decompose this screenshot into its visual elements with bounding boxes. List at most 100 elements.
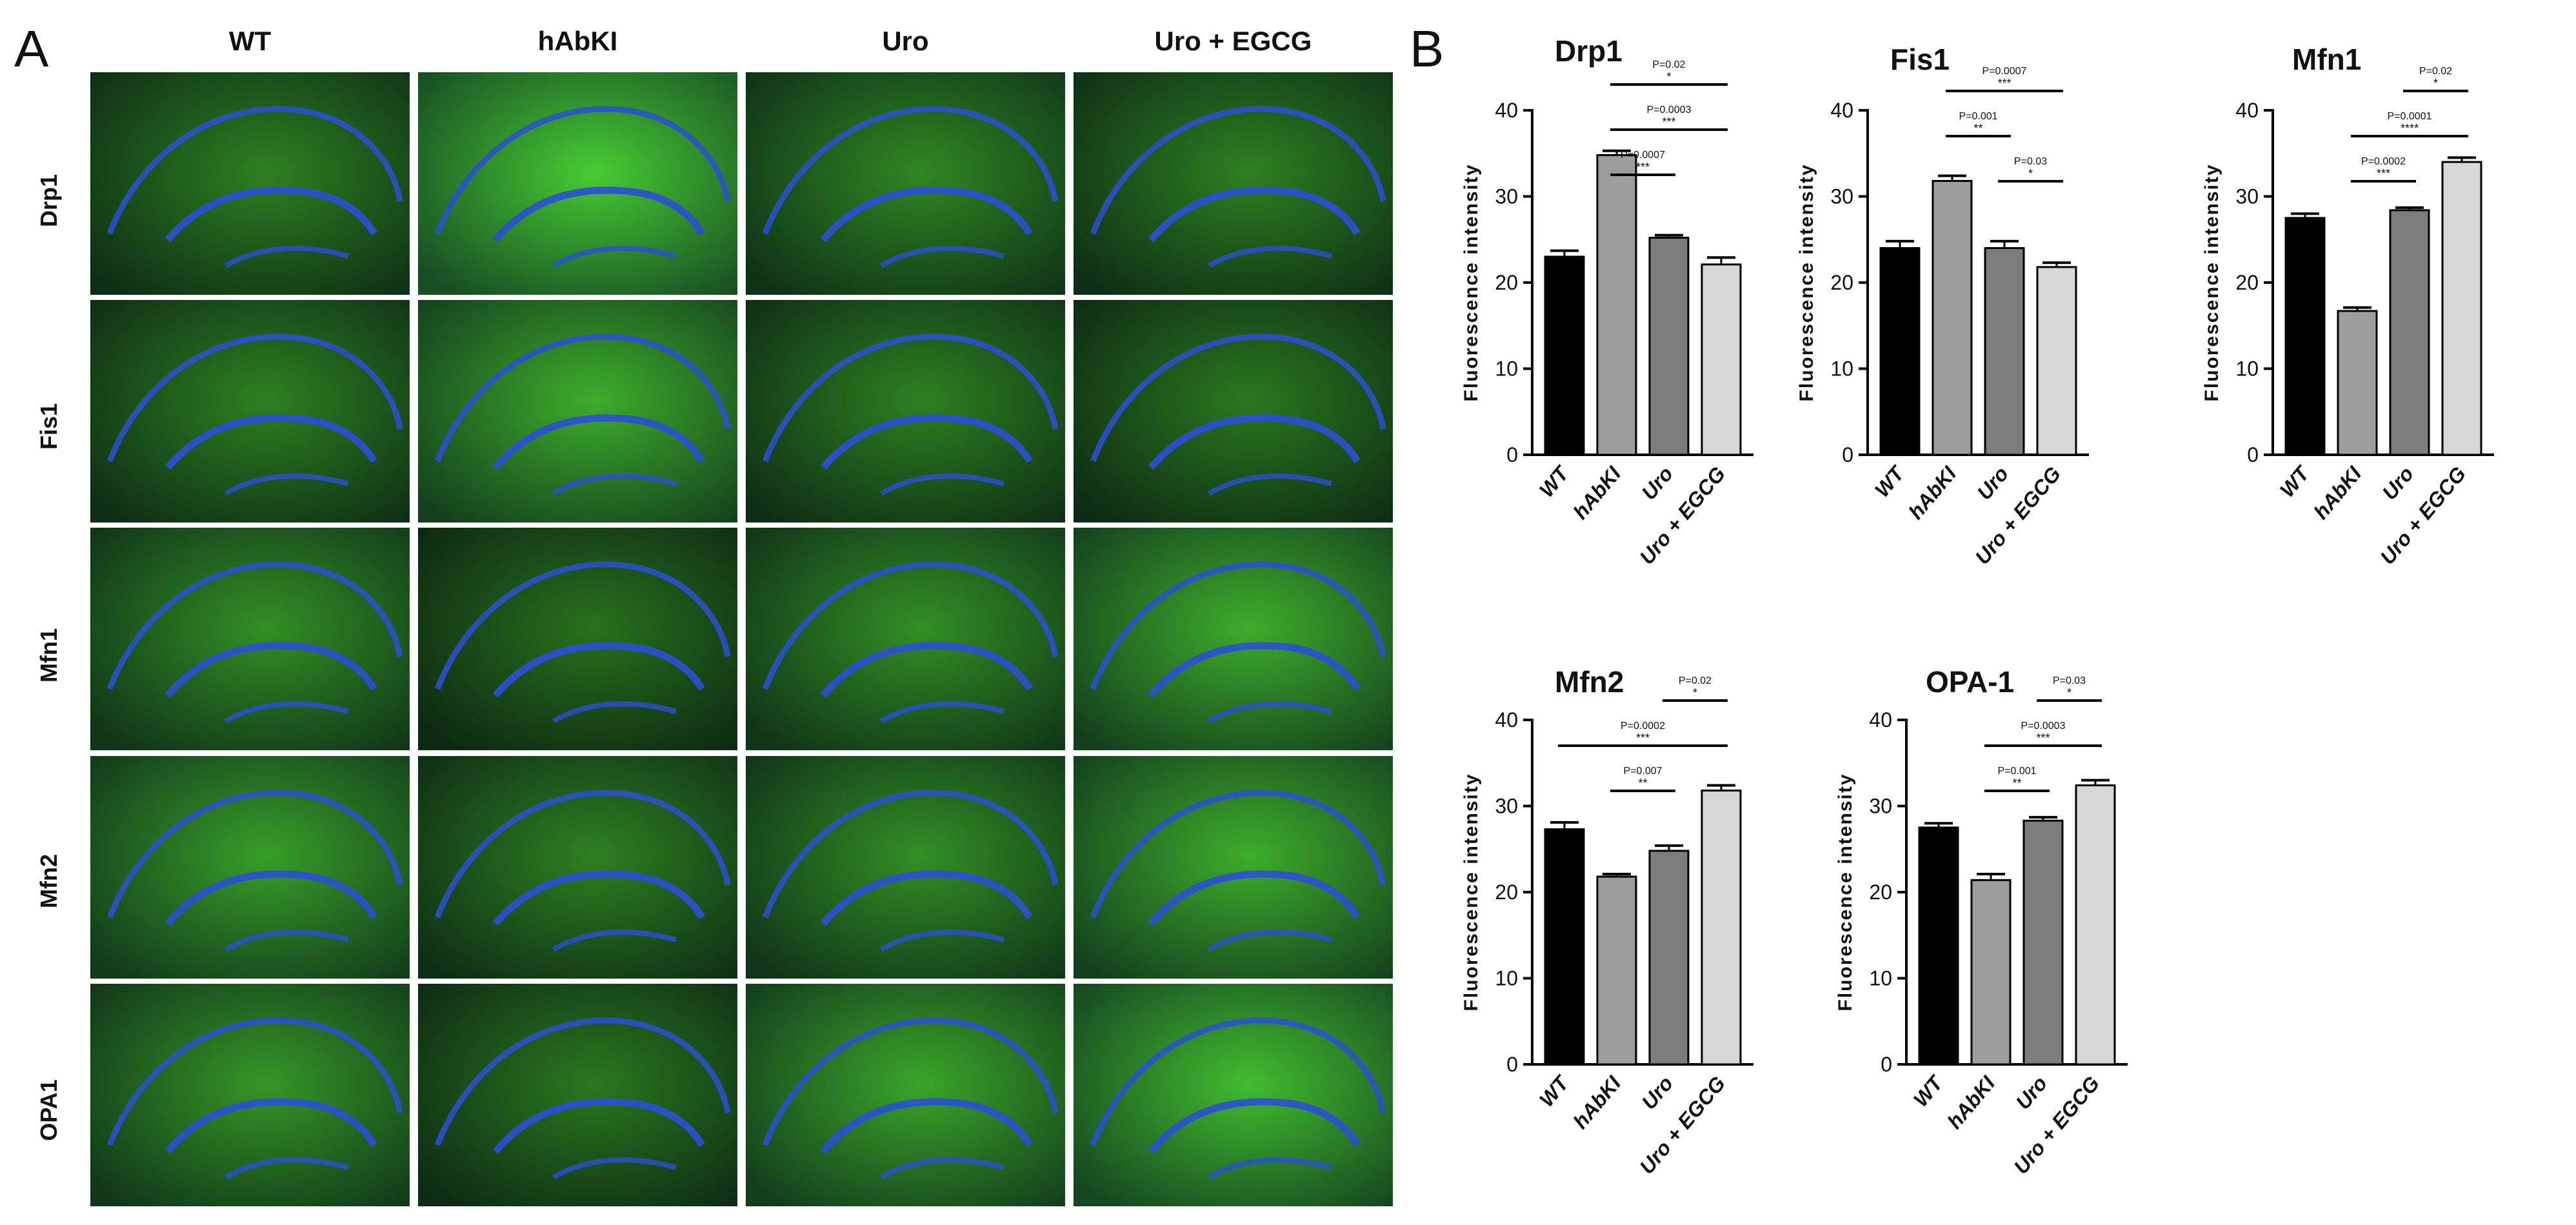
- y-tick-label: 0: [1506, 443, 1518, 466]
- significance-stars: ***: [1636, 161, 1650, 174]
- p-value-label: P=0.0003: [1647, 105, 1692, 115]
- bar-habki: [1596, 154, 1637, 456]
- significance-stars: ***: [1662, 115, 1675, 128]
- y-tick-label: 0: [1881, 1053, 1892, 1076]
- bar-uro-egcg: [1701, 263, 1742, 456]
- bar-habki: [1970, 879, 2012, 1066]
- bar-wt: [1544, 255, 1585, 456]
- bar-uro: [1648, 850, 1690, 1066]
- chart-title: Mfn1: [2292, 43, 2361, 76]
- y-axis-label: Fluorescence intensity: [2201, 163, 2222, 401]
- y-tick-label: 10: [1495, 357, 1518, 381]
- category-label: WT: [2275, 461, 2315, 501]
- y-tick-label: 0: [1506, 1053, 1518, 1076]
- y-tick-label: 30: [1495, 795, 1518, 818]
- bar-uro: [1648, 237, 1690, 456]
- bar-wt: [1918, 826, 1959, 1066]
- micrograph-mfn2-habki: [418, 756, 737, 979]
- category-label: hAbKI: [1942, 1071, 2000, 1133]
- p-value-label: P=0.0002: [1621, 721, 1665, 732]
- p-value-label: P=0.001: [1959, 111, 1997, 122]
- bar-uro: [2389, 209, 2430, 456]
- column-header-uro: Uro: [882, 26, 929, 56]
- micrograph-mfn1-uro: [746, 528, 1065, 750]
- bar-habki: [1932, 179, 1973, 456]
- column-header-uro-egcg: Uro + EGCG: [1154, 26, 1312, 56]
- p-value-label: P=0.02: [2419, 66, 2452, 77]
- significance-stars: *: [2067, 686, 2072, 699]
- y-tick-label: 40: [1830, 99, 1853, 122]
- bar-wt: [1544, 828, 1585, 1066]
- p-value-label: P=0.02: [1652, 59, 1685, 70]
- y-tick-label: 30: [2235, 185, 2259, 208]
- chart-title: Fis1: [1890, 43, 1950, 76]
- y-tick-label: 20: [2235, 271, 2259, 294]
- p-value-label: P=0.001: [1997, 766, 2036, 777]
- micrograph-opa1-wt: [90, 984, 410, 1206]
- y-tick-label: 20: [1869, 881, 1892, 904]
- category-label: WT: [1870, 461, 1910, 501]
- p-value-label: P=0.0001: [2388, 111, 2432, 122]
- y-axis-label: Fluorescence intensity: [1796, 163, 1817, 401]
- category-label: hAbKI: [2309, 462, 2366, 524]
- micrograph-opa1-uro: [746, 984, 1065, 1206]
- bar-uro: [1984, 247, 2025, 456]
- panel-label-b: B: [1410, 20, 1444, 77]
- y-tick-label: 40: [2235, 99, 2259, 122]
- category-label: Uro: [2011, 1071, 2052, 1113]
- bar-uro-egcg: [2441, 161, 2482, 456]
- micrograph-drp1-uro-egcg: [1073, 72, 1393, 295]
- significance-stars: **: [1973, 122, 1982, 135]
- category-label: WT: [1535, 1070, 1574, 1111]
- micrograph-drp1-habki: [418, 72, 737, 295]
- chart-title: Drp1: [1555, 34, 1622, 68]
- micrograph-fis1-habki: [418, 300, 737, 523]
- bar-wt: [1879, 247, 1921, 456]
- significance-stars: ***: [1636, 732, 1650, 744]
- category-label: WT: [1535, 461, 1574, 501]
- chart-title: Mfn2: [1555, 665, 1624, 699]
- category-label: hAbKI: [1568, 462, 1626, 524]
- significance-stars: *: [2028, 167, 2033, 180]
- bar-uro-egcg: [2036, 266, 2077, 456]
- y-tick-label: 40: [1495, 99, 1518, 122]
- category-label: Uro: [1637, 1071, 1677, 1113]
- p-value-label: P=0.02: [1679, 675, 1712, 686]
- y-tick-label: 10: [1869, 967, 1892, 990]
- bar-uro: [2022, 819, 2064, 1066]
- y-tick-label: 40: [1495, 708, 1518, 732]
- micrograph-drp1-wt: [90, 72, 410, 295]
- p-value-label: P=0.03: [2014, 156, 2047, 167]
- chart-title: OPA-1: [1926, 665, 2014, 699]
- micrograph-opa1-habki: [418, 984, 737, 1206]
- micrograph-mfn2-uro-egcg: [1073, 756, 1393, 979]
- category-label: WT: [1909, 1070, 1948, 1111]
- p-value-label: P=0.03: [2053, 675, 2086, 686]
- p-value-label: P=0.0003: [2021, 721, 2066, 732]
- micrograph-mfn2-wt: [90, 756, 410, 979]
- y-tick-label: 10: [2235, 357, 2259, 381]
- p-value-label: P=0.0007: [1982, 66, 2027, 77]
- bar-wt: [2284, 217, 2326, 456]
- column-header-wt: WT: [228, 26, 272, 56]
- category-label: hAbKI: [1568, 1071, 1626, 1133]
- category-label: hAbKI: [1904, 462, 1961, 524]
- y-tick-label: 30: [1830, 185, 1853, 208]
- p-value-label: P=0.0007: [1621, 150, 1665, 161]
- significance-stars: **: [2012, 777, 2021, 790]
- micrograph-fis1-uro: [746, 300, 1065, 523]
- micrograph-mfn2-uro: [746, 756, 1065, 979]
- y-tick-label: 20: [1495, 881, 1518, 904]
- category-label: Uro: [2377, 462, 2418, 504]
- y-tick-label: 10: [1830, 357, 1853, 381]
- bar-habki: [2337, 310, 2378, 456]
- significance-stars: ****: [2401, 122, 2419, 135]
- y-axis-label: Fluorescence intensity: [1461, 773, 1482, 1011]
- significance-stars: **: [1638, 777, 1647, 790]
- p-value-label: P=0.0002: [2361, 156, 2406, 167]
- column-header-habki: hAbKI: [537, 26, 618, 56]
- micrograph-fis1-wt: [90, 300, 410, 523]
- category-label: Uro: [1972, 462, 2013, 504]
- y-tick-label: 30: [1869, 795, 1892, 818]
- micrograph-mfn1-uro-egcg: [1073, 528, 1393, 750]
